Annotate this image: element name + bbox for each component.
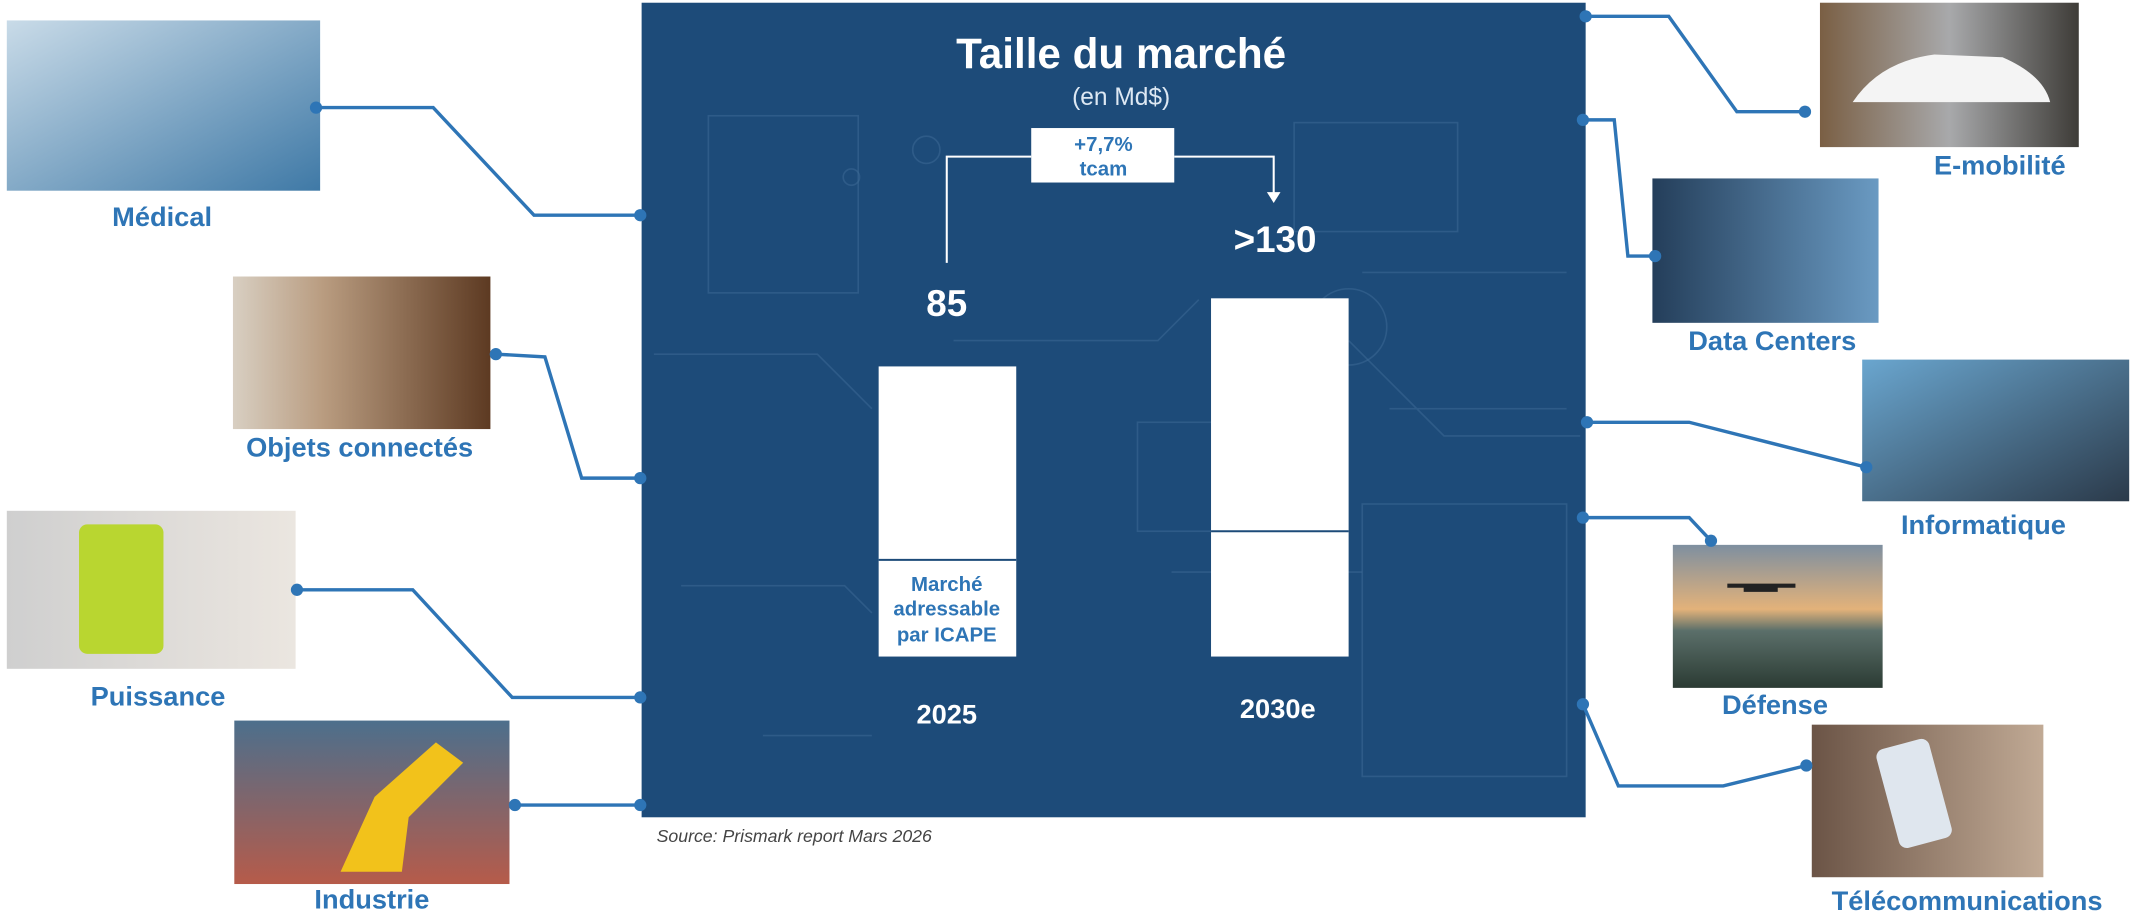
connector-dot <box>290 583 304 596</box>
growth-label: tcam <box>1080 159 1128 181</box>
connector <box>495 352 641 480</box>
connector <box>296 588 641 700</box>
sector-label: Puissance <box>91 681 226 712</box>
sector-label: E-mobilité <box>1934 149 2066 180</box>
connector-dot <box>634 471 647 485</box>
connector-dot <box>1800 759 1813 772</box>
bar-year: 2025 <box>916 698 977 729</box>
bar <box>1211 298 1349 657</box>
growth-arrow <box>945 155 1275 263</box>
segment-label: par ICAPE <box>897 625 997 647</box>
sector: Télécommunications <box>1576 698 2103 914</box>
connector-dot <box>1579 10 1592 23</box>
connector-dot <box>1580 416 1594 429</box>
sector: Industrie <box>234 720 647 914</box>
connector-dot <box>508 798 522 812</box>
connector <box>1587 420 1867 469</box>
connector <box>316 105 641 217</box>
sector-label: Data Centers <box>1688 325 1856 356</box>
growth-rate: +7,7% <box>1074 134 1132 156</box>
connector-dot <box>1576 113 1590 126</box>
sector: Objets connectés <box>232 276 647 485</box>
sector: Défense <box>1576 511 1883 720</box>
bar-year: 2030e <box>1240 693 1316 724</box>
sector-image <box>1862 359 2130 502</box>
source: Source: Prismark report Mars 2026 <box>657 826 932 846</box>
connector-dot <box>1798 105 1812 118</box>
connector-dot <box>1576 698 1590 711</box>
sector-image <box>1672 544 1883 688</box>
connector-dot <box>1648 249 1662 263</box>
panel <box>641 2 1586 818</box>
sector-label: Défense <box>1722 689 1828 720</box>
sector-label: Télécommunications <box>1832 885 2103 914</box>
sector: Médical <box>6 20 647 232</box>
connector <box>1582 515 1713 542</box>
chart-title: Taille du marché <box>956 30 1286 77</box>
connector-dot <box>634 691 647 704</box>
chart-subtitle: (en Md$) <box>1072 84 1170 111</box>
sector-label: Informatique <box>1901 509 2066 540</box>
connector-dot <box>489 348 502 361</box>
connector-dot <box>1860 461 1873 474</box>
sector: Informatique <box>1580 359 2130 540</box>
sector-image-detail <box>79 524 164 654</box>
segment-label: adressable <box>893 599 1000 621</box>
sector-image-detail <box>1852 54 2051 103</box>
sector-label: Objets connectés <box>246 431 473 462</box>
sector-label: Industrie <box>314 884 429 914</box>
bar-value: 85 <box>926 283 967 324</box>
sector-image-detail <box>340 742 464 872</box>
connector <box>1582 118 1656 258</box>
connector-dot <box>1576 511 1590 524</box>
sector-image <box>232 276 491 430</box>
sector-image <box>1652 178 1879 323</box>
connector <box>1581 703 1807 788</box>
sector-image-detail <box>1727 583 1796 592</box>
sector: Puissance <box>6 510 647 712</box>
bar <box>878 366 1017 657</box>
sector: E-mobilité <box>1579 2 2079 180</box>
arrow-head <box>1266 192 1281 203</box>
sector-label: Médical <box>112 201 212 232</box>
sector-image <box>6 20 321 191</box>
connector-dot <box>309 101 323 114</box>
connector-dot <box>1704 534 1718 547</box>
sector-image-detail <box>1876 738 1952 848</box>
connector-dot <box>634 798 647 812</box>
bar-value: >130 <box>1234 219 1317 260</box>
segment-label: Marché <box>911 574 983 596</box>
growth-box <box>1031 128 1175 183</box>
connector-dot <box>634 209 647 222</box>
connector <box>1585 14 1805 114</box>
sector: Data Centers <box>1576 113 1879 356</box>
